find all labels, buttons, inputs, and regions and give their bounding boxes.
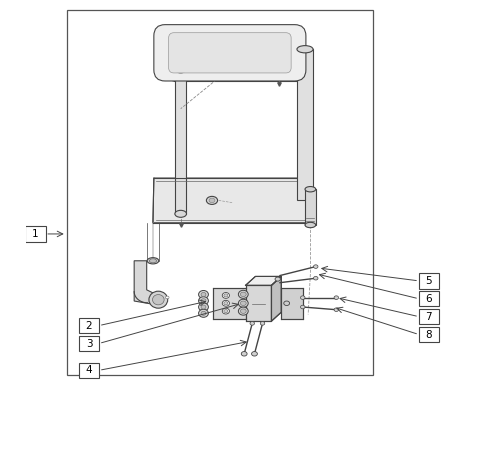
Ellipse shape — [175, 66, 186, 73]
Ellipse shape — [314, 265, 318, 268]
Text: 7: 7 — [426, 312, 432, 322]
Ellipse shape — [240, 301, 246, 306]
Text: 6: 6 — [426, 294, 432, 304]
Ellipse shape — [175, 210, 186, 217]
Polygon shape — [214, 288, 246, 319]
Ellipse shape — [334, 308, 338, 311]
Ellipse shape — [209, 198, 215, 202]
Ellipse shape — [149, 291, 168, 308]
Ellipse shape — [305, 222, 316, 228]
Ellipse shape — [201, 292, 206, 297]
Ellipse shape — [242, 351, 247, 356]
Polygon shape — [246, 285, 272, 321]
Ellipse shape — [198, 303, 208, 311]
Ellipse shape — [206, 196, 218, 204]
Polygon shape — [246, 276, 282, 285]
Ellipse shape — [305, 187, 316, 192]
Ellipse shape — [334, 296, 338, 299]
Bar — [66, 10, 373, 375]
Text: 1: 1 — [32, 229, 38, 239]
Ellipse shape — [224, 294, 228, 297]
Ellipse shape — [198, 297, 208, 305]
Bar — [297, 49, 313, 200]
Text: 8: 8 — [426, 329, 432, 340]
FancyBboxPatch shape — [78, 318, 100, 333]
FancyBboxPatch shape — [154, 25, 306, 81]
Ellipse shape — [201, 305, 206, 309]
Ellipse shape — [222, 308, 230, 314]
Ellipse shape — [240, 309, 246, 313]
FancyBboxPatch shape — [418, 291, 439, 306]
Ellipse shape — [170, 69, 178, 81]
Ellipse shape — [314, 276, 318, 280]
Ellipse shape — [250, 322, 254, 325]
Polygon shape — [153, 178, 310, 223]
Ellipse shape — [222, 292, 230, 298]
FancyBboxPatch shape — [418, 273, 439, 288]
Bar — [305, 189, 316, 225]
Ellipse shape — [201, 311, 206, 315]
Ellipse shape — [300, 305, 305, 309]
Ellipse shape — [224, 302, 228, 305]
Text: 5: 5 — [426, 276, 432, 286]
Bar — [174, 69, 305, 81]
Ellipse shape — [300, 296, 305, 299]
Text: 4: 4 — [86, 365, 92, 375]
Ellipse shape — [150, 259, 156, 263]
Ellipse shape — [252, 351, 258, 356]
Ellipse shape — [275, 277, 280, 281]
Ellipse shape — [198, 290, 208, 298]
Ellipse shape — [152, 295, 164, 305]
Text: 3: 3 — [86, 338, 92, 348]
Ellipse shape — [201, 299, 206, 303]
Ellipse shape — [222, 300, 230, 306]
Ellipse shape — [260, 322, 265, 325]
Polygon shape — [282, 288, 303, 319]
Ellipse shape — [284, 301, 290, 306]
FancyBboxPatch shape — [168, 33, 291, 73]
Ellipse shape — [198, 309, 208, 317]
Polygon shape — [168, 68, 297, 73]
Ellipse shape — [238, 307, 248, 315]
Ellipse shape — [147, 258, 159, 264]
Polygon shape — [272, 276, 281, 321]
FancyBboxPatch shape — [78, 336, 100, 351]
Polygon shape — [134, 261, 165, 306]
FancyBboxPatch shape — [418, 309, 439, 324]
Ellipse shape — [238, 290, 248, 298]
Ellipse shape — [240, 292, 246, 297]
FancyBboxPatch shape — [25, 226, 46, 242]
Ellipse shape — [297, 45, 313, 53]
Text: 2: 2 — [86, 320, 92, 331]
FancyBboxPatch shape — [78, 363, 100, 378]
Ellipse shape — [166, 296, 169, 299]
FancyBboxPatch shape — [418, 327, 439, 342]
Bar — [175, 69, 186, 214]
Ellipse shape — [224, 310, 228, 313]
Ellipse shape — [238, 299, 248, 307]
